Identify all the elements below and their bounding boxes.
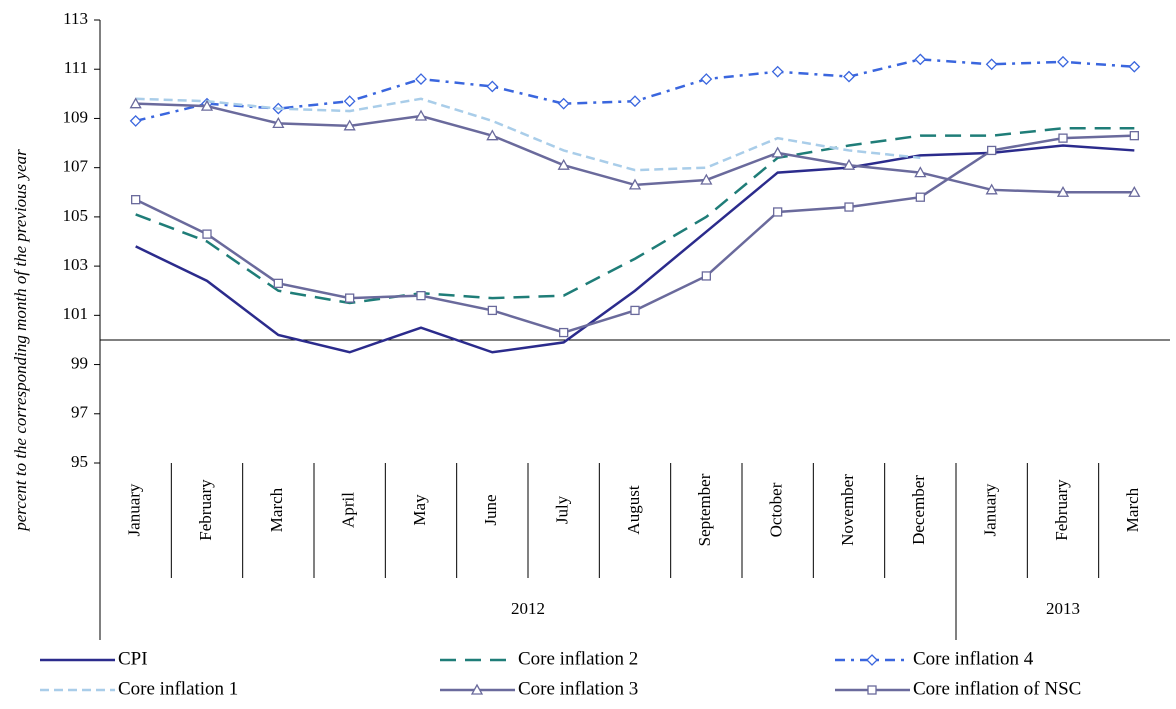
legend-label: Core inflation 3	[518, 678, 638, 699]
marker	[131, 195, 141, 205]
marker	[415, 73, 427, 85]
x-tick-label: June	[481, 494, 500, 525]
marker	[129, 114, 142, 127]
legend-label: Core inflation of NSC	[913, 678, 1081, 699]
marker	[866, 654, 878, 666]
series-line	[135, 127, 1135, 305]
marker	[557, 158, 570, 170]
x-tick-label: August	[624, 485, 643, 534]
y-tick-label: 107	[63, 157, 89, 176]
x-tick-label: September	[695, 473, 714, 546]
marker	[559, 327, 569, 338]
group-label: 2012	[511, 599, 545, 618]
series-line	[135, 134, 1135, 334]
x-tick-label: December	[909, 475, 928, 545]
marker	[628, 178, 642, 190]
marker	[487, 305, 497, 316]
legend-label: CPI	[118, 648, 148, 669]
marker	[486, 80, 499, 93]
marker	[1056, 185, 1070, 197]
x-tick-label: February	[1052, 479, 1071, 541]
marker	[915, 192, 925, 202]
marker	[1129, 131, 1139, 141]
marker	[343, 95, 356, 108]
marker	[414, 109, 428, 121]
y-tick-label: 109	[63, 107, 89, 126]
marker	[987, 145, 997, 156]
marker	[345, 293, 355, 303]
marker	[1057, 55, 1069, 68]
marker	[1128, 185, 1141, 197]
y-tick-label: 97	[71, 403, 89, 422]
x-tick-label: January	[125, 483, 144, 536]
marker	[416, 290, 426, 301]
marker	[630, 305, 640, 316]
legend-label: Core inflation 4	[913, 648, 1034, 669]
legend-label: Core inflation 2	[518, 648, 638, 669]
marker	[629, 95, 641, 108]
marker	[985, 183, 998, 195]
x-tick-label: July	[553, 495, 572, 524]
marker	[701, 271, 711, 281]
marker	[272, 117, 285, 129]
x-tick-label: March	[1123, 487, 1142, 532]
marker	[129, 97, 142, 109]
series-line	[135, 58, 1135, 123]
y-tick-label: 103	[63, 255, 89, 274]
x-tick-label: February	[196, 479, 215, 541]
marker	[773, 207, 783, 217]
marker	[470, 683, 484, 695]
marker	[1128, 60, 1141, 73]
marker	[771, 146, 784, 158]
marker	[700, 173, 713, 185]
y-tick-label: 105	[63, 206, 89, 225]
marker	[557, 97, 570, 110]
series-line	[135, 97, 921, 172]
marker	[1058, 133, 1068, 143]
y-tick-label: 101	[63, 304, 89, 323]
x-tick-label: October	[767, 482, 786, 537]
y-tick-label: 99	[71, 353, 88, 372]
x-tick-label: November	[838, 474, 857, 546]
y-tick-label: 95	[71, 452, 88, 471]
marker	[985, 58, 998, 71]
y-tick-label: 113	[63, 9, 88, 28]
marker	[771, 65, 784, 78]
x-tick-label: April	[339, 492, 358, 528]
marker	[200, 99, 214, 111]
marker	[343, 119, 356, 131]
marker	[700, 73, 713, 85]
y-axis-label: percent to the corresponding month of th…	[11, 149, 30, 532]
marker	[202, 229, 212, 239]
marker	[842, 158, 856, 170]
group-label: 2013	[1046, 599, 1080, 618]
marker	[843, 70, 855, 83]
x-tick-label: January	[981, 483, 1000, 536]
x-tick-label: March	[267, 487, 286, 532]
y-tick-label: 111	[64, 58, 88, 77]
marker	[273, 278, 283, 288]
marker	[914, 53, 927, 66]
x-tick-label: May	[410, 494, 429, 526]
marker	[844, 202, 854, 212]
legend-label: Core inflation 1	[118, 678, 238, 699]
marker	[486, 129, 499, 141]
marker	[867, 685, 877, 695]
marker	[914, 166, 927, 178]
series-line	[135, 144, 1135, 354]
